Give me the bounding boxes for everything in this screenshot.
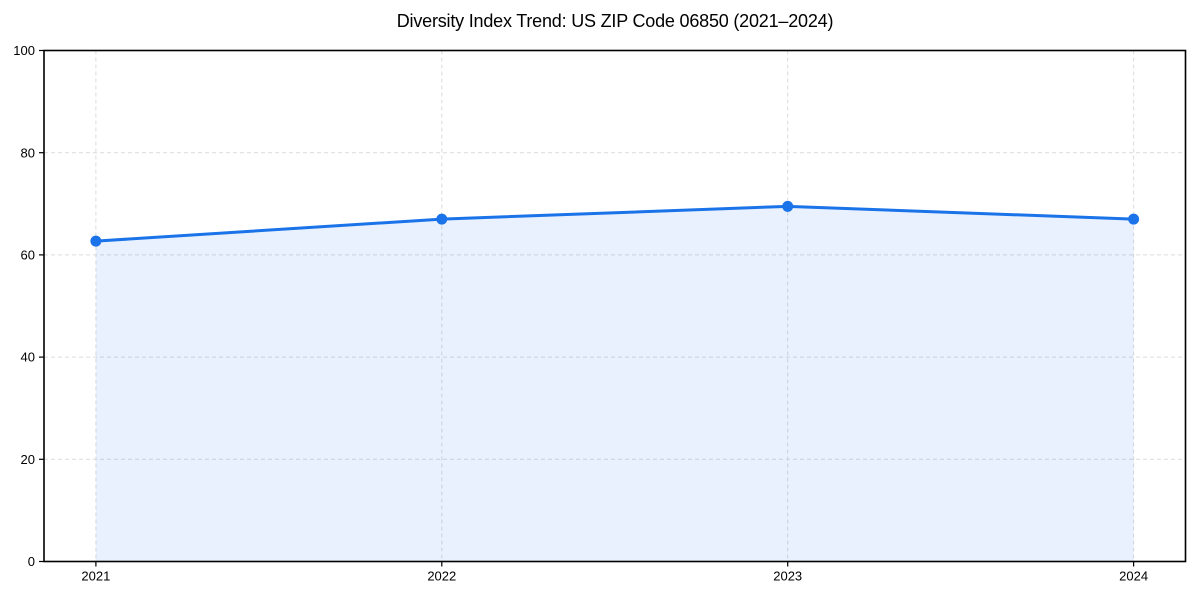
data-point-marker [1128,213,1140,225]
x-axis-tick-label: 2021 [81,569,110,584]
y-axis-tick-label: 60 [21,247,35,262]
axis-frame [43,49,1187,563]
area-fill [95,206,1134,562]
trend-line [94,204,1136,243]
y-axis-tick-label: 40 [21,350,35,365]
x-axis-tick-label: 2022 [427,569,456,584]
x-axis-tick-label: 2023 [773,569,802,584]
data-point-marker [436,213,448,225]
y-axis-tick-label: 100 [13,43,35,58]
data-point-marker [782,200,794,212]
y-axis-tick-label: 80 [21,145,35,160]
data-point-marker [90,235,102,247]
y-axis-tick-label: 0 [28,554,35,569]
x-axis-tick-label: 2024 [1119,569,1148,584]
y-axis-tick-label: 20 [21,452,35,467]
chart-title: Diversity Index Trend: US ZIP Code 06850… [396,11,834,31]
